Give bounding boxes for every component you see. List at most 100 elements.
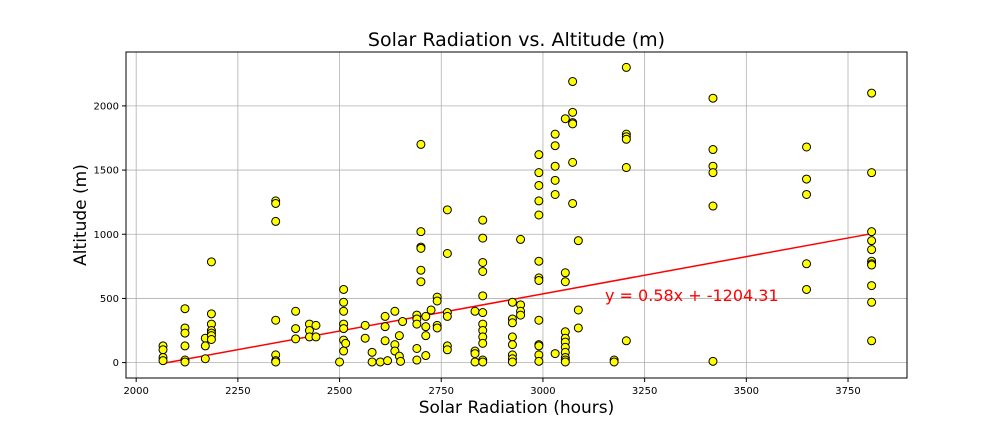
- data-point: [609, 357, 619, 367]
- data-point: [271, 198, 281, 208]
- data-point: [432, 296, 442, 306]
- data-point: [206, 334, 216, 344]
- data-point: [367, 347, 377, 357]
- data-point: [311, 320, 321, 330]
- data-point: [478, 266, 488, 276]
- data-point: [470, 349, 480, 359]
- data-point: [573, 323, 583, 333]
- data-point: [478, 308, 488, 318]
- data-point: [339, 346, 349, 356]
- data-point: [158, 345, 168, 355]
- data-point: [200, 341, 210, 351]
- chart-title: Solar Radiation vs. Altitude (m): [368, 29, 665, 51]
- data-point: [802, 189, 812, 199]
- data-point: [432, 323, 442, 333]
- data-point: [560, 277, 570, 287]
- regression-line-group: [162, 232, 872, 365]
- data-point: [158, 356, 168, 366]
- data-point: [507, 357, 517, 367]
- data-point: [478, 233, 488, 243]
- x-tick-label: 3500: [734, 386, 759, 397]
- regression-line: [162, 232, 872, 365]
- data-point: [339, 306, 349, 316]
- data-point: [394, 331, 404, 341]
- data-point: [708, 93, 718, 103]
- regression-equation: y = 0.58x + -1204.31: [605, 286, 779, 305]
- data-point: [573, 305, 583, 315]
- data-point: [478, 291, 488, 301]
- data-point: [180, 357, 190, 367]
- data-point: [568, 157, 578, 167]
- data-point: [416, 243, 426, 253]
- data-point: [380, 311, 390, 321]
- data-point: [291, 324, 301, 334]
- data-point: [550, 189, 560, 199]
- data-point: [507, 340, 517, 350]
- data-point: [867, 260, 877, 270]
- data-point: [802, 142, 812, 152]
- data-point: [568, 107, 578, 117]
- x-tick-label: 2000: [123, 386, 148, 397]
- x-tick-label: 2250: [225, 386, 250, 397]
- data-point: [398, 317, 408, 327]
- data-point: [534, 196, 544, 206]
- data-point: [534, 341, 544, 351]
- data-point: [621, 134, 631, 144]
- data-point: [426, 305, 436, 315]
- data-point: [412, 355, 422, 365]
- y-tick-label: 1000: [94, 230, 119, 241]
- data-point: [200, 354, 210, 364]
- data-point: [416, 277, 426, 287]
- data-point: [421, 331, 431, 341]
- data-point: [802, 259, 812, 269]
- data-point: [412, 319, 422, 329]
- data-point: [478, 257, 488, 267]
- data-point: [478, 357, 488, 367]
- data-point: [416, 265, 426, 275]
- x-tick-label: 2500: [327, 386, 352, 397]
- data-point: [568, 77, 578, 87]
- data-point: [550, 349, 560, 359]
- plot-frame: [125, 51, 908, 379]
- data-point: [367, 357, 377, 367]
- data-point: [421, 322, 431, 332]
- data-point: [867, 168, 877, 178]
- data-point: [507, 318, 517, 328]
- data-point: [271, 315, 281, 325]
- data-point: [534, 356, 544, 366]
- data-point: [421, 311, 431, 321]
- data-point: [271, 216, 281, 226]
- data-point: [867, 88, 877, 98]
- data-point: [708, 201, 718, 211]
- data-point: [335, 357, 345, 367]
- data-point: [534, 210, 544, 220]
- data-point: [311, 332, 321, 342]
- data-point: [180, 341, 190, 351]
- data-point: [478, 338, 488, 348]
- data-point: [507, 332, 517, 342]
- data-point: [291, 306, 301, 316]
- x-tick-label: 3000: [530, 386, 555, 397]
- data-point: [867, 336, 877, 346]
- data-point: [621, 163, 631, 173]
- x-axis-ticks: 2000 2250 2500 2750 3000 3250 3500 3750: [123, 378, 861, 397]
- data-point: [867, 227, 877, 237]
- data-point: [339, 284, 349, 294]
- data-point: [802, 284, 812, 294]
- data-point: [442, 249, 452, 259]
- y-tick-label: 500: [100, 294, 119, 305]
- data-point: [550, 141, 560, 151]
- data-point: [380, 322, 390, 332]
- data-point: [568, 119, 578, 129]
- data-point: [360, 333, 370, 343]
- data-point: [470, 306, 480, 316]
- data-point: [271, 357, 281, 367]
- data-point: [867, 236, 877, 246]
- data-point: [507, 297, 517, 307]
- data-point: [339, 324, 349, 334]
- y-tick-label: 0: [113, 358, 119, 369]
- data-point: [534, 315, 544, 325]
- y-axis-ticks: 0 500 1000 1500 2000: [94, 101, 126, 369]
